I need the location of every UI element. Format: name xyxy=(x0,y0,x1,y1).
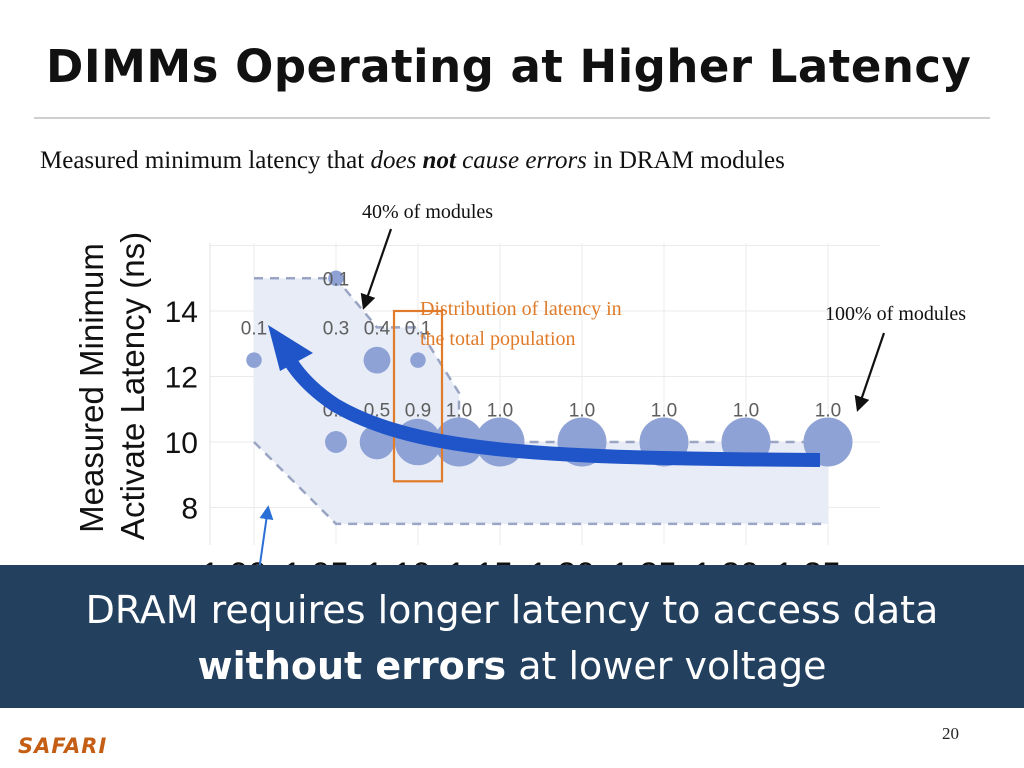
subtitle-italic-1: does xyxy=(370,147,423,174)
distribution-annotation-line2: the total population xyxy=(420,328,576,350)
annotation-100-arrow xyxy=(854,332,886,412)
bubble-fraction-label: 1.0 xyxy=(733,400,759,421)
bubble-fraction-label: 1.0 xyxy=(815,400,841,421)
y-axis-ticks: 8 10 12 14 xyxy=(165,296,198,526)
y-tick-label: 12 xyxy=(165,362,198,395)
bubble-fraction-label: 1.0 xyxy=(569,400,595,421)
subtitle-bold: not xyxy=(422,147,456,174)
subtitle-post: in DRAM modules xyxy=(586,147,785,174)
banner-line-2: without errors at lower voltage xyxy=(0,644,1024,688)
trend-arrowhead xyxy=(268,325,313,371)
subtitle-italic-2: cause errors xyxy=(455,147,587,174)
bubble-point xyxy=(363,346,391,374)
safari-logo: SAFARI xyxy=(18,734,108,758)
y-axis-label-line2: Activate Latency (ns) xyxy=(114,232,151,540)
bubble-fraction-label: 0.9 xyxy=(405,400,431,421)
y-tick-label: 8 xyxy=(181,493,198,526)
bubble-fraction-label: 1.0 xyxy=(651,400,677,421)
bubble-fraction-label: 1.0 xyxy=(446,400,472,421)
bubble-fraction-label: 0.4 xyxy=(364,318,391,339)
distribution-annotation-line1: Distribution of latency in xyxy=(420,298,622,320)
trend-arrow xyxy=(275,342,821,467)
bubble-fraction-label: 0.1 xyxy=(241,318,267,339)
row-label-layer: 0.10.1 0.3 0.4 0.10.2 0.5 0.9 1.0 1.0 1.0 1.0 1.0 1… xyxy=(241,269,841,421)
slide-subtitle: Measured minimum latency that does not c… xyxy=(40,147,785,175)
annotation-40-percent: 40% of modules xyxy=(362,201,493,223)
bubble-point xyxy=(246,352,262,368)
title-divider xyxy=(34,117,990,119)
banner-rest: at lower voltage xyxy=(506,644,827,688)
annotation-100-percent: 100% of modules xyxy=(825,303,966,325)
banner-line-1: DRAM requires longer latency to access d… xyxy=(85,588,939,632)
bubble-point xyxy=(325,431,347,453)
takeaway-banner: DRAM requires longer latency to access d… xyxy=(0,565,1024,708)
bubble-fraction-label: 0.1 xyxy=(323,269,349,290)
bubble-fraction-label: 0.1 xyxy=(405,318,431,339)
bubble-fraction-label: 0.3 xyxy=(323,318,349,339)
annotation-40-arrow xyxy=(360,228,393,310)
y-tick-label: 14 xyxy=(165,296,198,329)
y-axis-label-line1: Measured Minimum xyxy=(73,243,110,533)
y-tick-label: 10 xyxy=(165,427,198,460)
bubble-point xyxy=(328,270,344,286)
slide-title: DIMMs Operating at Higher Latency xyxy=(46,40,972,93)
highlight-box xyxy=(392,309,444,483)
page-number: 20 xyxy=(942,724,959,743)
banner-bold: without errors xyxy=(197,644,507,688)
subtitle-pre: Measured minimum latency that xyxy=(40,147,371,174)
bubble-point xyxy=(410,352,426,368)
band-lower-edge xyxy=(253,441,828,526)
bubble-fraction-label: 1.0 xyxy=(487,400,513,421)
